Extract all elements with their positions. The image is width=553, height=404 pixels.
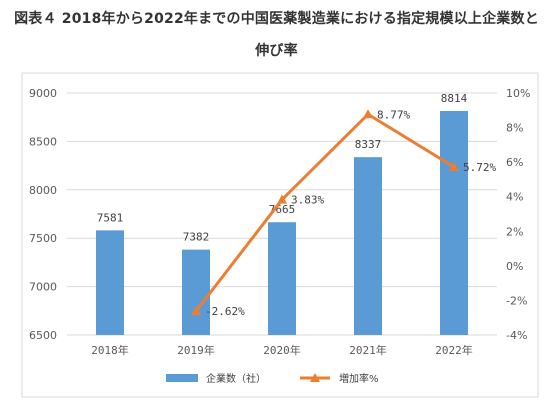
category-label: 2018年	[91, 343, 129, 357]
legend: 企業数（社） 増加率%	[166, 372, 379, 385]
line-marker	[449, 161, 459, 171]
bar	[268, 222, 296, 335]
left-tick-label: 7500	[29, 232, 57, 245]
bar	[182, 249, 210, 335]
chart-frame	[21, 72, 539, 398]
bar-value-label: 7382	[183, 231, 210, 244]
chart-title-line-1: 図表４ 2018年から2022年までの中国医薬製造業における指定規模以上企業数と	[14, 11, 539, 27]
line-value-label: 3.83%	[291, 194, 324, 207]
bar-value-label: 8337	[355, 138, 382, 151]
line-path	[194, 112, 455, 313]
left-tick-label: 6500	[29, 329, 57, 342]
right-tick-label: -2%	[506, 294, 527, 307]
right-tick-label: 4%	[506, 191, 523, 204]
line-marker	[363, 109, 373, 119]
category-label: 2019年	[177, 343, 215, 357]
line-value-label: 5.72%	[463, 161, 496, 174]
left-tick-label: 7000	[29, 281, 57, 294]
left-tick-label: 9000	[29, 87, 57, 100]
left-axis-ticks: 6500 7000 7500 8000 8500 9000	[29, 87, 57, 342]
chart-title-line-2: 伸び率	[255, 43, 298, 59]
bar-value-label: 8814	[441, 92, 468, 105]
right-tick-label: -4%	[506, 329, 527, 342]
bar	[96, 230, 124, 335]
bar	[440, 111, 468, 336]
right-tick-label: 10%	[506, 87, 530, 100]
right-tick-label: 8%	[506, 122, 523, 135]
left-tick-label: 8000	[29, 184, 57, 197]
right-tick-label: 2%	[506, 225, 523, 238]
category-axis-labels: 2018年 2019年 2020年 2021年 2022年	[91, 343, 473, 357]
category-label: 2021年	[349, 343, 387, 357]
bar-value-label: 7581	[97, 211, 124, 224]
line-value-label: -2.62%	[205, 305, 245, 318]
line-marker	[191, 306, 201, 316]
left-tick-label: 8500	[29, 135, 57, 148]
category-label: 2022年	[435, 343, 473, 357]
legend-bar-swatch	[166, 374, 198, 382]
right-axis-ticks: -4% -2% 0% 2% 4% 6% 8% 10%	[506, 87, 530, 342]
line-series	[191, 109, 459, 316]
legend-line-label: 増加率%	[339, 372, 379, 385]
bar	[354, 157, 382, 335]
line-value-labels: -2.62% 3.83% 8.77% 5.72%	[205, 108, 496, 318]
legend-bar-label: 企業数（社）	[206, 372, 266, 385]
category-label: 2020年	[263, 343, 301, 357]
legend-line-marker	[310, 373, 320, 382]
right-tick-label: 6%	[506, 156, 523, 169]
line-marker	[277, 194, 287, 204]
bar-series	[96, 111, 468, 336]
right-tick-label: 0%	[506, 260, 523, 273]
line-value-label: 8.77%	[377, 108, 410, 121]
